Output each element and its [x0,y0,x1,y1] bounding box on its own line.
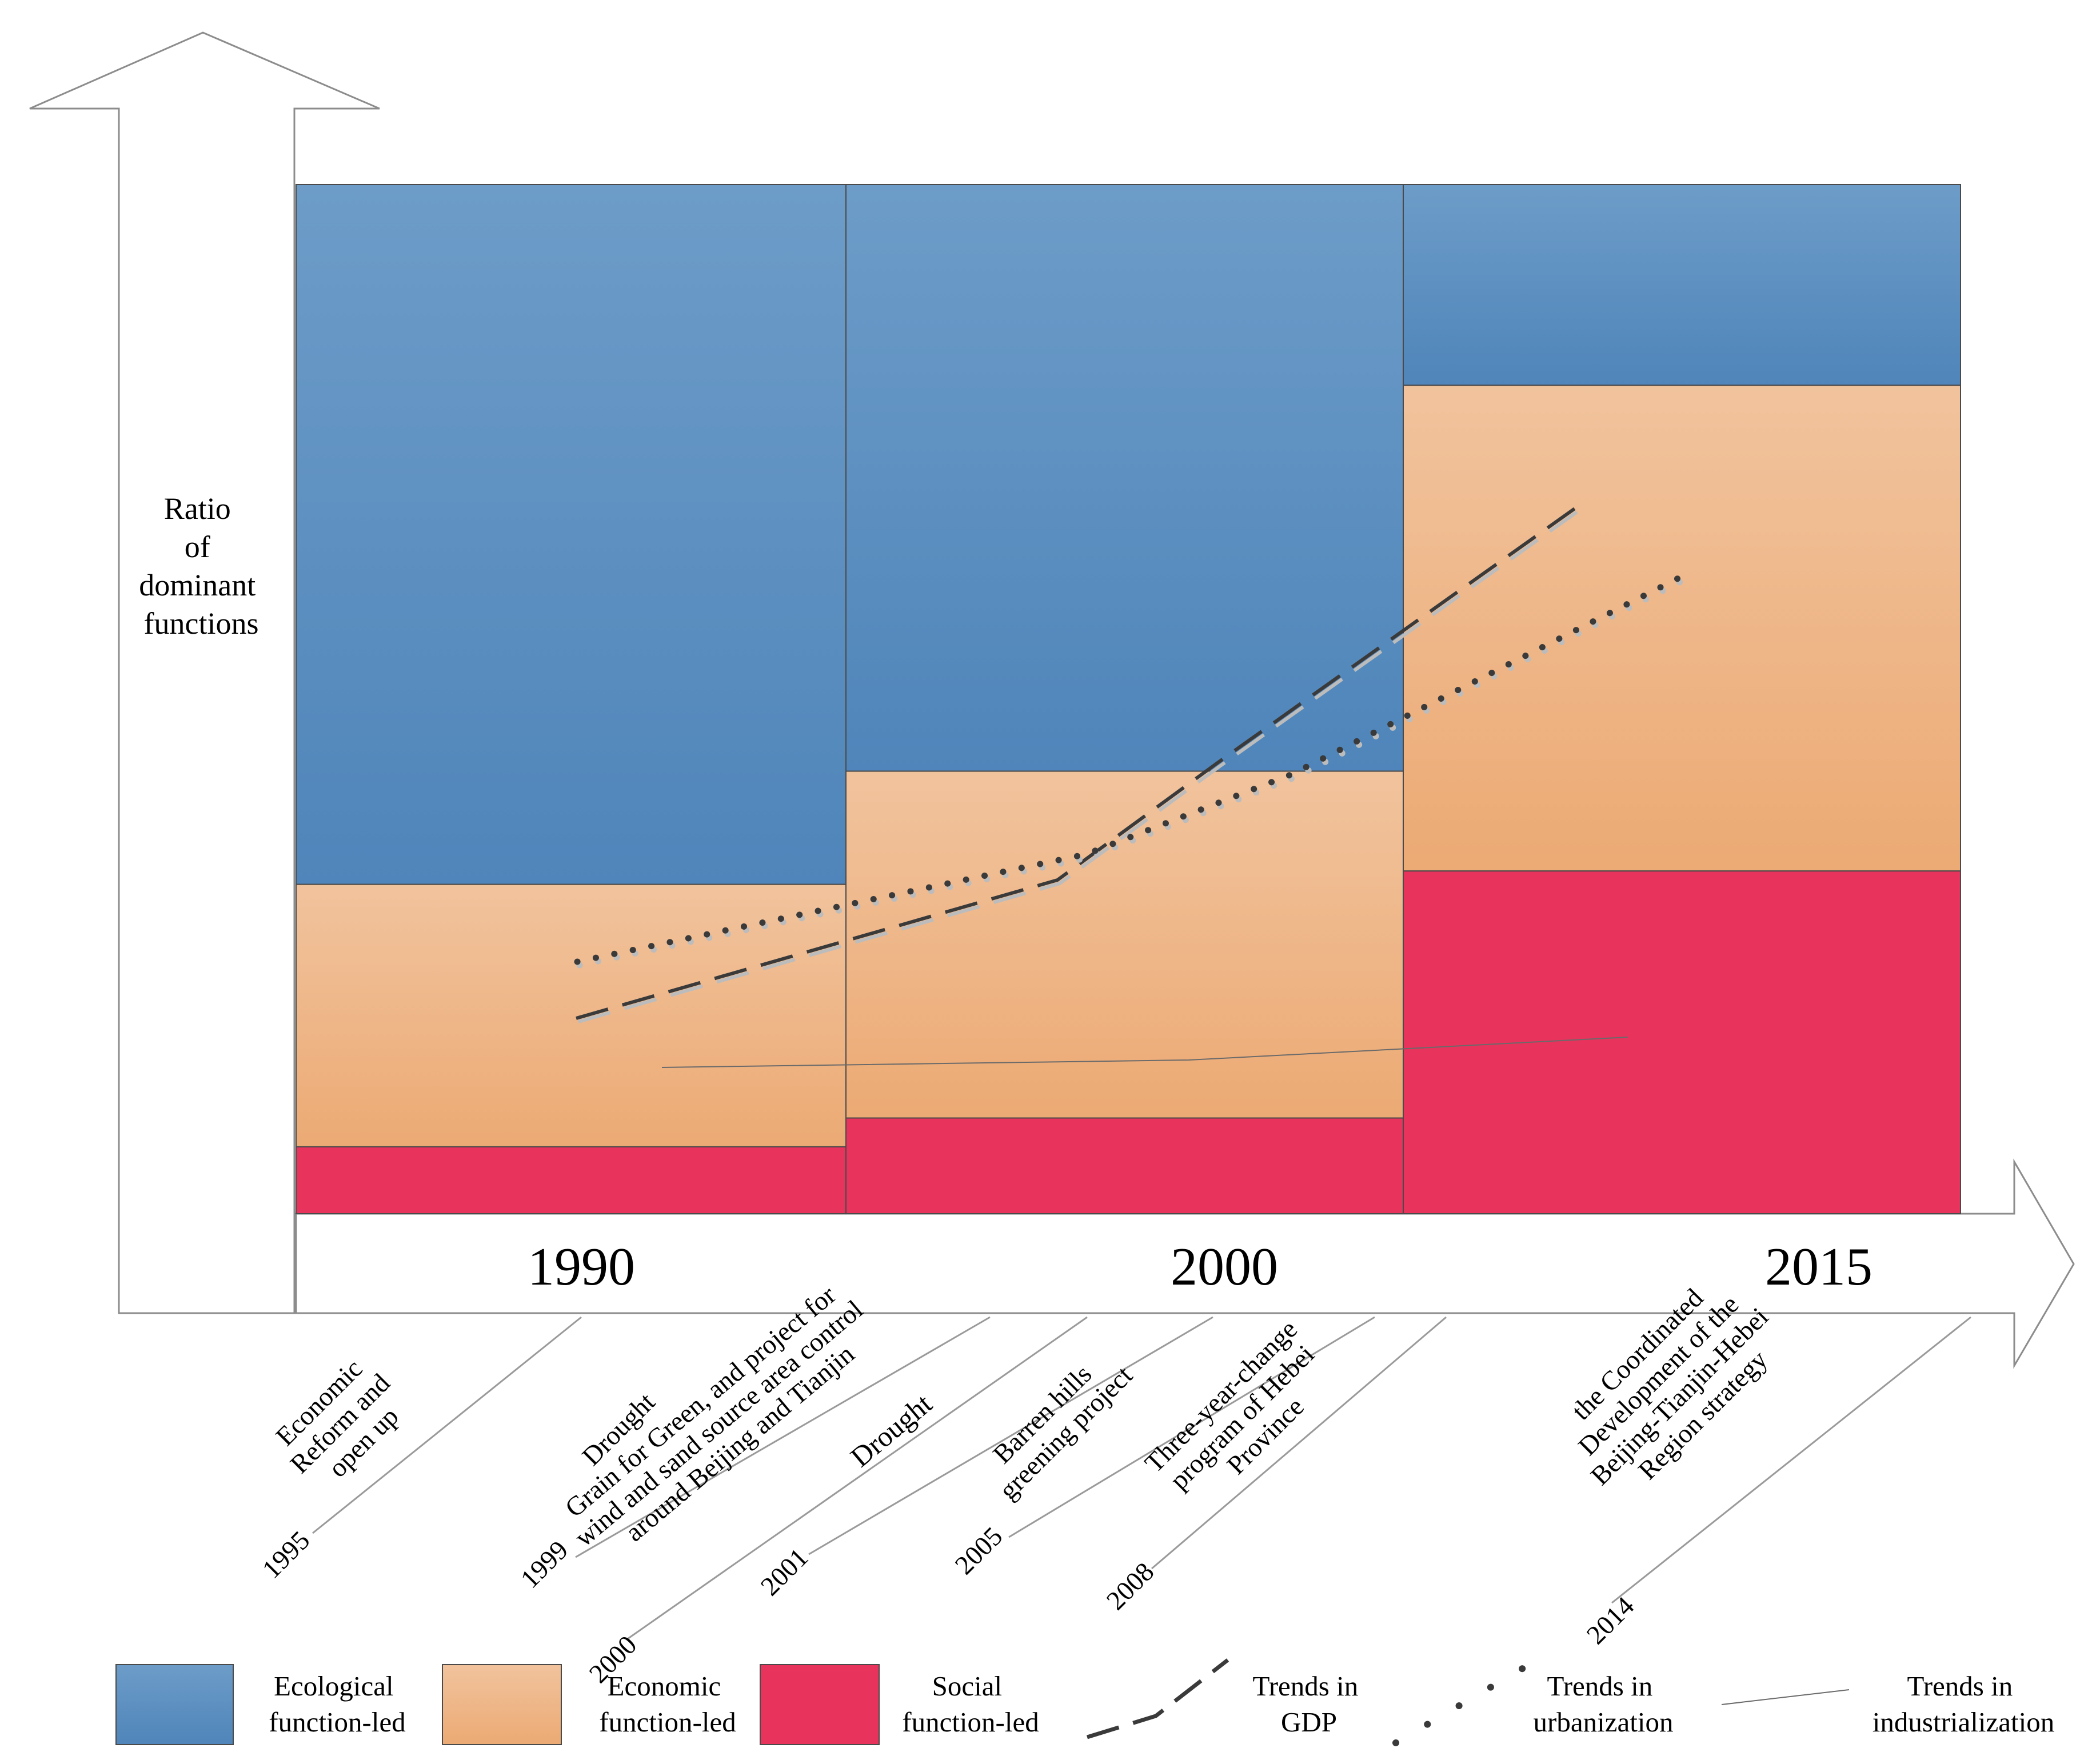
legend-swatch-social [760,1664,880,1745]
event-1995: Economic Reform and open up 1995 [257,1316,582,1585]
event-year-2008: 2008 [1101,1557,1160,1616]
y-axis-label: Ratio of dominant functions [139,491,263,641]
segment-economic-2015 [1403,385,1961,872]
event-year-1999: 1999 [515,1535,574,1594]
event-year-1995: 1995 [257,1526,316,1585]
svg-text:Barren hills greening pr: Barren hills greening project [972,1339,1138,1505]
event-2008: Three-year-change program of Hebei Provi… [1101,1314,1447,1616]
svg-text:Drought: Drought [844,1387,938,1473]
event-year-2014: 2014 [1581,1591,1640,1650]
legend-gdp-line [1086,1658,1229,1739]
period-year-1990: 1990 [528,1237,635,1297]
segment-ecological-2000 [845,184,1404,772]
trend-industrialization-line [661,1037,1628,1068]
bar-2000 [845,184,1404,1214]
legend-urbanization-line [1392,1662,1531,1746]
segment-social-2000 [845,1117,1404,1214]
segment-economic-1990 [296,883,847,1147]
legend-label-economic: Economic function-led [599,1670,736,1738]
legend-swatch-ecological [115,1664,234,1745]
y-axis-arrow [29,31,380,1314]
event-year-2001: 2001 [755,1543,814,1602]
legend-label-industrialization: Trends in industrialization [1873,1670,2054,1738]
legend-industrialization-line [1721,1689,1850,1705]
segment-social-2015 [1403,870,1961,1214]
segment-ecological-1990 [296,184,847,885]
time-axis-arrow [295,1158,2075,1369]
stacked-bars [296,184,1961,1215]
segment-economic-2000 [845,770,1404,1119]
legend-label-urbanization: Trends in urbanization [1534,1670,1674,1738]
event-2014: the Coordinated Development of the Beiji… [1566,1283,1971,1650]
bar-1990 [296,184,847,1215]
legend: Ecological function-led Economic functio… [115,1658,2054,1746]
bar-2015 [1403,184,1961,1214]
event-year-2005: 2005 [949,1522,1008,1581]
legend-label-ecological: Ecological function-led [269,1670,405,1738]
svg-text:Grain for Green, and project f: Grain for Green, and project for wind an… [551,1269,893,1575]
segment-ecological-2015 [1403,184,1961,386]
svg-text:Economic Reform and: Economic Reform and open up [264,1342,421,1500]
legend-label-gdp: Trends in GDP [1253,1670,1366,1738]
period-year-2015: 2015 [1765,1237,1873,1297]
trend-lines [574,507,1686,1068]
legend-label-social: Social function-led [902,1670,1039,1738]
segment-social-1990 [296,1146,847,1215]
legend-swatch-economic [442,1664,562,1745]
period-year-2000: 2000 [1171,1237,1278,1297]
trend-gdp-line [576,507,1576,1020]
